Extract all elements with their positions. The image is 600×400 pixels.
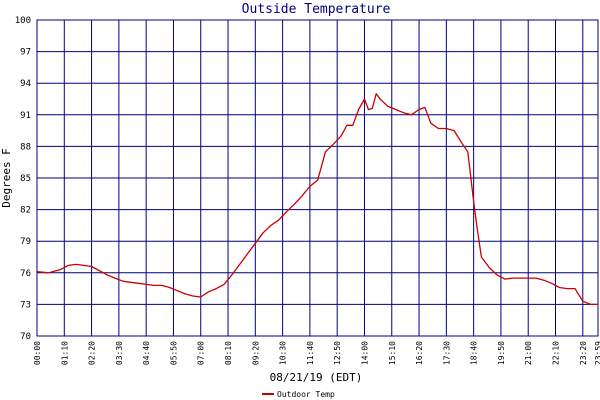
x-tick-label: 16:20 [415, 341, 424, 365]
x-tick-label: 01:10 [60, 341, 69, 365]
x-tick-label: 18:40 [470, 341, 479, 365]
x-tick-label: 14:00 [360, 341, 369, 365]
x-axis-label: 08/21/19 (EDT) [270, 371, 363, 384]
y-tick-label: 97 [20, 48, 31, 58]
x-tick-label: 17:30 [442, 341, 451, 365]
y-tick-label: 73 [20, 300, 31, 310]
x-tick-label: 23:59 [594, 341, 600, 365]
x-tick-label: 08:10 [224, 341, 233, 365]
x-tick-label: 11:40 [306, 341, 315, 365]
y-tick-label: 76 [20, 269, 31, 279]
y-tick-label: 91 [20, 111, 31, 121]
legend: Outdoor Temp [262, 390, 335, 399]
x-tick-label: 00:00 [33, 341, 42, 365]
x-tick-labels: 00:00 01:10 02:20 03:30 04:40 05:50 07:00 08:10… [33, 341, 600, 365]
x-tick-label: 05:50 [169, 341, 178, 365]
x-tick-label: 02:20 [88, 341, 97, 365]
y-tick-labels: 70 73 76 79 82 85 88 91 94 97 100 [15, 16, 31, 342]
x-tick-label: 23:20 [579, 341, 588, 365]
x-tick-label: 21:00 [524, 341, 533, 365]
legend-label: Outdoor Temp [277, 390, 335, 399]
x-tick-label: 15:10 [388, 341, 397, 365]
y-tick-label: 85 [20, 174, 31, 184]
x-tick-label: 09:20 [251, 341, 260, 365]
chart-title: Outside Temperature [242, 2, 391, 17]
x-tick-label: 04:40 [142, 341, 151, 365]
y-tick-label: 70 [20, 332, 31, 342]
x-tick-label: 12:50 [333, 341, 342, 365]
y-axis-label: Degrees F [0, 148, 13, 208]
x-tick-label: 03:30 [115, 341, 124, 365]
y-tick-label: 94 [20, 79, 31, 89]
outdoor-temp-line [36, 93, 598, 306]
x-tick-label: 22:10 [552, 341, 561, 365]
x-tick-label: 10:30 [279, 341, 288, 365]
x-tick-label: 07:00 [197, 341, 206, 365]
x-tick-label: 19:50 [497, 341, 506, 365]
y-tick-label: 82 [20, 206, 31, 216]
y-tick-label: 88 [20, 142, 31, 152]
y-tick-label: 100 [15, 16, 31, 26]
grid-lines [36, 19, 599, 337]
y-tick-label: 79 [20, 237, 31, 247]
